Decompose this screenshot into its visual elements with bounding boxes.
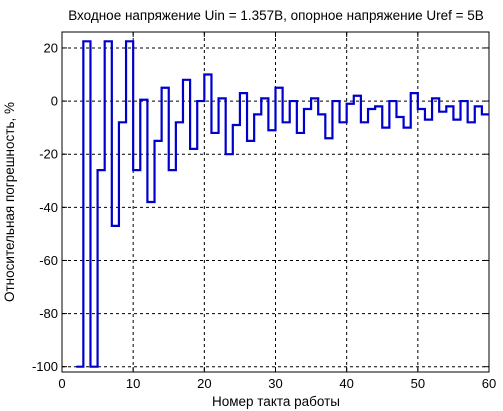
x-tick-label: 30 [268, 376, 282, 391]
x-tick-label: 40 [339, 376, 353, 391]
series-line [76, 40, 489, 368]
x-tick-label: 0 [58, 376, 65, 391]
y-tick-label: -20 [39, 147, 58, 162]
y-tick-label: 20 [44, 40, 58, 55]
x-tick-label: 20 [197, 376, 211, 391]
chart-title: Входное напряжение Uin = 1.357В, опорное… [68, 8, 484, 23]
x-tick-label: 50 [411, 376, 425, 391]
y-tick-label: -100 [32, 359, 58, 374]
series-layer [76, 40, 489, 368]
y-axis-label: Относительная погрешность, % [2, 102, 17, 302]
y-tick-label: -40 [39, 200, 58, 215]
x-tick-label: 60 [482, 376, 496, 391]
x-tick-label: 10 [126, 376, 140, 391]
x-axis-label: Номер такта работы [212, 394, 340, 409]
y-tick-label: -60 [39, 253, 58, 268]
y-tick-label: -80 [39, 306, 58, 321]
ticks-layer: 0 10 20 30 40 50 60 -100 -80 -60 -40 -20 0 20 [32, 32, 496, 391]
y-tick-label: 0 [51, 94, 58, 109]
